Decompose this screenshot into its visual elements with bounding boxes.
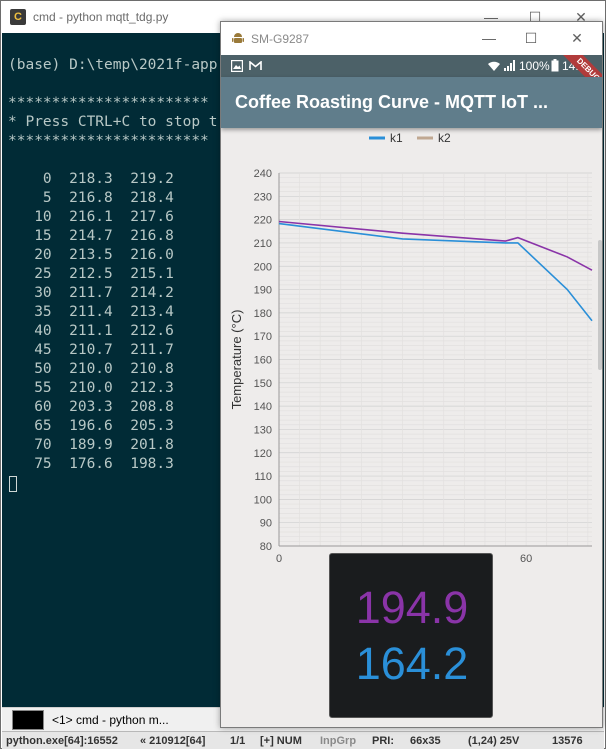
- android-status-bar: 100% 14:21 DEBUG: [221, 55, 602, 107]
- status-inpgrp[interactable]: InpGrp: [320, 735, 357, 747]
- y-tick-label: 160: [254, 355, 272, 367]
- gmail-icon: [249, 61, 262, 70]
- log-row: 25 212.5 215.1: [8, 266, 174, 282]
- y-tick-label: 190: [254, 285, 272, 297]
- k2-value: 194.9: [355, 582, 469, 633]
- log-row: 70 189.9 201.8: [8, 437, 174, 453]
- x-tick-label: 0: [276, 553, 282, 565]
- console-app-icon[interactable]: C: [10, 9, 26, 25]
- battery-percent: 100%: [519, 59, 550, 73]
- y-axis-title: Temperature (°C): [229, 310, 244, 410]
- console-status-bar: python.exe[64]:16552 « 210912[64] 1/1 [+…: [2, 731, 604, 749]
- legend-label-k2: k2: [438, 131, 451, 145]
- status-pri[interactable]: PRI:: [372, 735, 394, 747]
- log-row: 50 210.0 210.8: [8, 361, 174, 377]
- y-tick-label: 110: [254, 471, 272, 483]
- log-row: 15 214.7 216.8: [8, 228, 174, 244]
- status-page[interactable]: 1/1: [230, 735, 246, 747]
- y-tick-label: 100: [254, 494, 272, 506]
- phone-screen[interactable]: 100% 14:21 DEBUG Coffee Roasting Curve -…: [221, 55, 602, 727]
- log-row: 65 196.6 205.3: [8, 418, 174, 434]
- y-tick-label: 180: [254, 308, 272, 320]
- log-row: 40 211.1 212.6: [8, 323, 174, 339]
- y-tick-label: 150: [254, 378, 272, 390]
- prompt-line: (base) D:\temp\2021f-app: [8, 57, 218, 73]
- log-row: 0 218.3 219.2: [8, 171, 174, 187]
- cmd-window-title: cmd - python mqtt_tdg.py: [33, 10, 169, 24]
- k1-value: 164.2: [355, 638, 469, 689]
- y-tick-label: 130: [254, 424, 272, 436]
- phone-minimize-button[interactable]: —: [482, 30, 496, 46]
- phone-window-title: SM-G9287: [251, 32, 310, 46]
- roasting-chart-svg: 80 90 100 110 120 130 140 150 160 170 180 190 200 210…: [229, 131, 593, 565]
- log-row: 75 176.6 198.3: [8, 456, 174, 472]
- wifi-icon: [488, 61, 500, 71]
- signal-icon: [504, 60, 515, 71]
- console-tab-label[interactable]: <1> cmd - python m...: [52, 713, 169, 727]
- y-tick-label: 210: [254, 238, 272, 250]
- log-row: 5 216.8 218.4: [8, 190, 174, 206]
- log-row: 10 216.1 217.6: [8, 209, 174, 225]
- y-tick-label: 80: [260, 541, 272, 553]
- status-build[interactable]: « 210912[64]: [140, 735, 206, 747]
- status-process[interactable]: python.exe[64]:16552: [6, 735, 118, 747]
- banner-press-line: * Press CTRL+C to stop t: [8, 114, 218, 130]
- temperature-display: 194.9 164.2: [329, 553, 493, 718]
- y-tick-label: 240: [254, 168, 272, 180]
- y-tick-label: 170: [254, 331, 272, 343]
- android-icon: [232, 33, 244, 43]
- log-row: 30 211.7 214.2: [8, 285, 174, 301]
- text-cursor: [9, 476, 17, 492]
- y-tick-label: 220: [254, 215, 272, 227]
- phone-close-button[interactable]: ✕: [571, 30, 583, 46]
- close-button[interactable]: ✕: [575, 9, 587, 25]
- status-flags[interactable]: [+] NUM: [260, 735, 302, 747]
- y-tick-label: 120: [254, 448, 272, 460]
- phone-titlebar[interactable]: SM-G9287 — ☐ ✕: [221, 22, 602, 55]
- log-row: 20 213.5 216.0: [8, 247, 174, 263]
- log-row: 45 210.7 211.7: [8, 342, 174, 358]
- log-row: 35 211.4 213.4: [8, 304, 174, 320]
- status-number[interactable]: 13576: [552, 735, 583, 747]
- edge-panel-handle[interactable]: [598, 240, 602, 370]
- phone-maximize-button[interactable]: ☐: [524, 30, 538, 46]
- series-line-k2: [278, 220, 593, 271]
- banner-stars-bottom: ***********************: [8, 133, 209, 149]
- y-tick-label: 200: [254, 261, 272, 273]
- status-position[interactable]: (1,24) 25V: [468, 735, 520, 747]
- series-line-k1: [278, 222, 593, 322]
- y-tick-label: 90: [260, 518, 272, 530]
- banner-stars-top: ***********************: [8, 95, 209, 111]
- app-title: Coffee Roasting Curve - MQTT IoT ...: [235, 92, 549, 112]
- roasting-chart: 80 90 100 110 120 130 140 150 160 170 180 190 200 210…: [221, 128, 602, 568]
- app-bar: Coffee Roasting Curve - MQTT IoT ...: [221, 77, 602, 128]
- y-tick-label: 140: [254, 401, 272, 413]
- log-row: 60 203.3 208.8: [8, 399, 174, 415]
- gallery-icon: [231, 60, 243, 72]
- y-tick-label: 230: [254, 191, 272, 203]
- phone-mirror-window: SM-G9287 — ☐ ✕: [220, 21, 603, 728]
- battery-icon: [551, 59, 559, 72]
- x-tick-label: 60: [520, 553, 532, 565]
- legend-label-k1: k1: [390, 131, 403, 145]
- status-size[interactable]: 66x35: [410, 735, 441, 747]
- console-tab-thumbnail[interactable]: [12, 710, 44, 730]
- log-row: 55 210.0 212.3: [8, 380, 174, 396]
